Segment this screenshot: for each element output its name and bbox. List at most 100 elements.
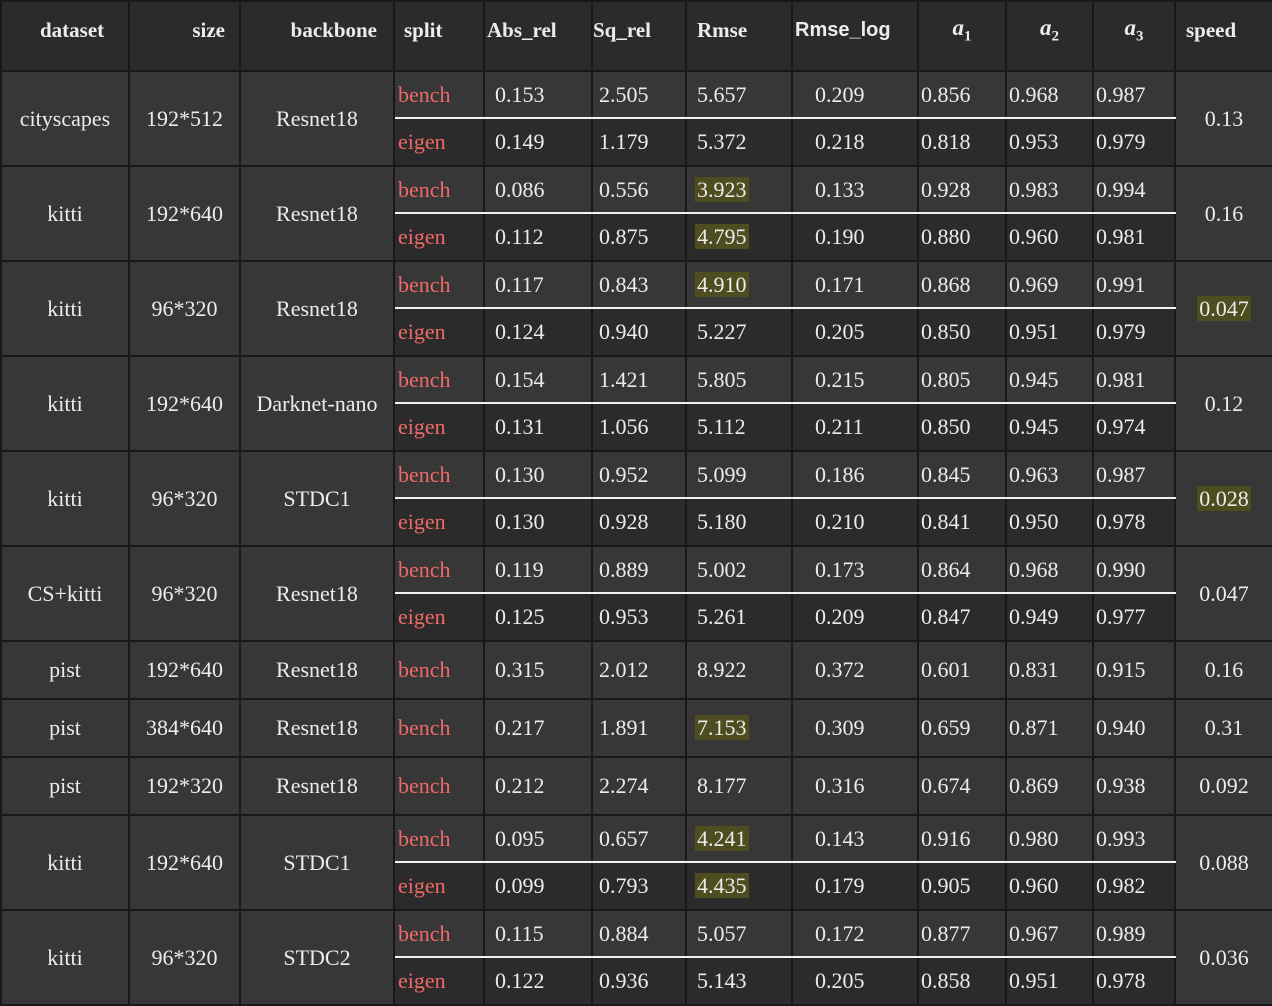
cell-abs-rel: 0.130	[483, 497, 593, 547]
value: 1.056	[599, 414, 649, 439]
cell-dataset: CS+kitti	[0, 545, 130, 642]
value: 0.960	[1009, 873, 1059, 898]
cell-rmse: 4.795	[685, 212, 793, 262]
value: 0.190	[815, 224, 865, 249]
cell-size: 192*640	[128, 355, 241, 452]
value: 0.210	[815, 509, 865, 534]
cell-a1: 0.850	[917, 402, 1007, 452]
value: 5.227	[697, 319, 747, 344]
value: 0.153	[495, 81, 545, 107]
cell-a1: 0.674	[917, 756, 1007, 816]
value: 0.877	[921, 920, 971, 946]
value: 0.889	[599, 556, 649, 582]
value: 0.171	[815, 271, 865, 297]
value: 0.657	[599, 825, 649, 851]
table-row: kitti 96*320 STDC1 bench 0.130 0.952 5.099 0.18…	[0, 450, 1272, 547]
value: 0.974	[1096, 414, 1146, 439]
value: 0.979	[1096, 319, 1146, 344]
value: 0.117	[495, 271, 544, 297]
value: 0.841	[921, 509, 971, 534]
cell-rmse-log: 0.316	[791, 756, 919, 816]
cell-rmse-log: 0.309	[791, 698, 919, 758]
cell-rmse-log: 0.172	[791, 909, 919, 958]
cell-sq-rel: 0.936	[591, 956, 687, 1006]
value: 0.130	[495, 461, 545, 487]
table-row: pist 192*640 Resnet18 bench 0.315 2.012 8.922 0…	[0, 640, 1272, 700]
value: 0.983	[1009, 176, 1059, 202]
value: 0.850	[921, 414, 971, 439]
cell-dataset: pist	[0, 698, 130, 758]
cell-sq-rel: 0.953	[591, 592, 687, 642]
cell-rmse: 5.261	[685, 592, 793, 642]
cell-abs-rel: 0.122	[483, 956, 593, 1006]
alpha-symbol: a	[1040, 14, 1052, 40]
value: 0.818	[921, 129, 971, 154]
col-a2: a2	[1005, 0, 1094, 72]
cell-rmse-log: 0.190	[791, 212, 919, 262]
col-size: size	[128, 0, 241, 72]
cell-rmse: 5.805	[685, 355, 793, 404]
cell-rmse: 4.435	[685, 861, 793, 911]
value: 5.099	[697, 461, 747, 487]
cell-rmse: 5.057	[685, 909, 793, 958]
highlighted-value: 0.028	[1197, 485, 1251, 511]
cell-a1: 0.880	[917, 212, 1007, 262]
value: 0.864	[921, 556, 971, 582]
value: 5.057	[697, 920, 747, 946]
cell-split: bench	[393, 909, 485, 958]
cell-a1: 0.905	[917, 861, 1007, 911]
cell-a2: 0.945	[1005, 402, 1094, 452]
value: 0.869	[1009, 773, 1059, 798]
cell-backbone: Resnet18	[239, 260, 395, 357]
value: 0.977	[1096, 604, 1146, 629]
cell-backbone: Resnet18	[239, 70, 395, 167]
cell-sq-rel: 0.928	[591, 497, 687, 547]
table-row: kitti 96*320 STDC2 bench 0.115 0.884 5.057 0.17…	[0, 909, 1272, 1006]
value: 0.149	[495, 129, 545, 154]
cell-size: 96*320	[128, 450, 241, 547]
cell-rmse: 5.143	[685, 956, 793, 1006]
cell-dataset: pist	[0, 756, 130, 816]
cell-size: 192*320	[128, 756, 241, 816]
value: 0.951	[1009, 319, 1059, 344]
cell-abs-rel: 0.154	[483, 355, 593, 404]
cell-a2: 0.980	[1005, 814, 1094, 863]
value: 0.186	[815, 461, 865, 487]
cell-sq-rel: 0.843	[591, 260, 687, 309]
value: 0.172	[815, 920, 865, 946]
cell-abs-rel: 0.115	[483, 909, 593, 958]
value: 0.316	[815, 773, 865, 798]
cell-speed: 0.036	[1174, 909, 1272, 1006]
col-rmse: Rmse	[685, 0, 793, 72]
cell-a3: 0.978	[1092, 956, 1176, 1006]
value: 0.916	[921, 825, 971, 851]
cell-rmse-log: 0.205	[791, 956, 919, 1006]
cell-abs-rel: 0.212	[483, 756, 593, 816]
value: 0.218	[815, 129, 865, 154]
cell-a3: 0.991	[1092, 260, 1176, 309]
cell-split: bench	[393, 640, 485, 700]
cell-a3: 0.989	[1092, 909, 1176, 958]
cell-abs-rel: 0.099	[483, 861, 593, 911]
col-a1: a1	[917, 0, 1007, 72]
cell-dataset: kitti	[0, 165, 130, 262]
cell-rmse: 4.241	[685, 814, 793, 863]
value: 0.868	[921, 271, 971, 297]
table-row: eigen 0.125 0.953 5.261 0.209 0.847 0.949 0.977	[1, 592, 1272, 642]
value: 0.215	[815, 366, 865, 392]
cell-backbone: Resnet18	[239, 756, 395, 816]
value: 0.12	[1204, 390, 1244, 416]
cell-a1: 0.841	[917, 497, 1007, 547]
cell-speed: 0.16	[1174, 640, 1272, 700]
highlighted-value: 7.153	[695, 715, 749, 740]
value: 0.843	[599, 271, 649, 297]
value: 0.875	[599, 224, 649, 249]
cell-rmse-log: 0.209	[791, 592, 919, 642]
cell-abs-rel: 0.315	[483, 640, 593, 700]
cell-rmse: 7.153	[685, 698, 793, 758]
cell-sq-rel: 1.891	[591, 698, 687, 758]
value: 0.949	[1009, 604, 1059, 629]
value: 0.847	[921, 604, 971, 629]
cell-rmse-log: 0.218	[791, 117, 919, 167]
cell-speed: 0.31	[1174, 698, 1272, 758]
